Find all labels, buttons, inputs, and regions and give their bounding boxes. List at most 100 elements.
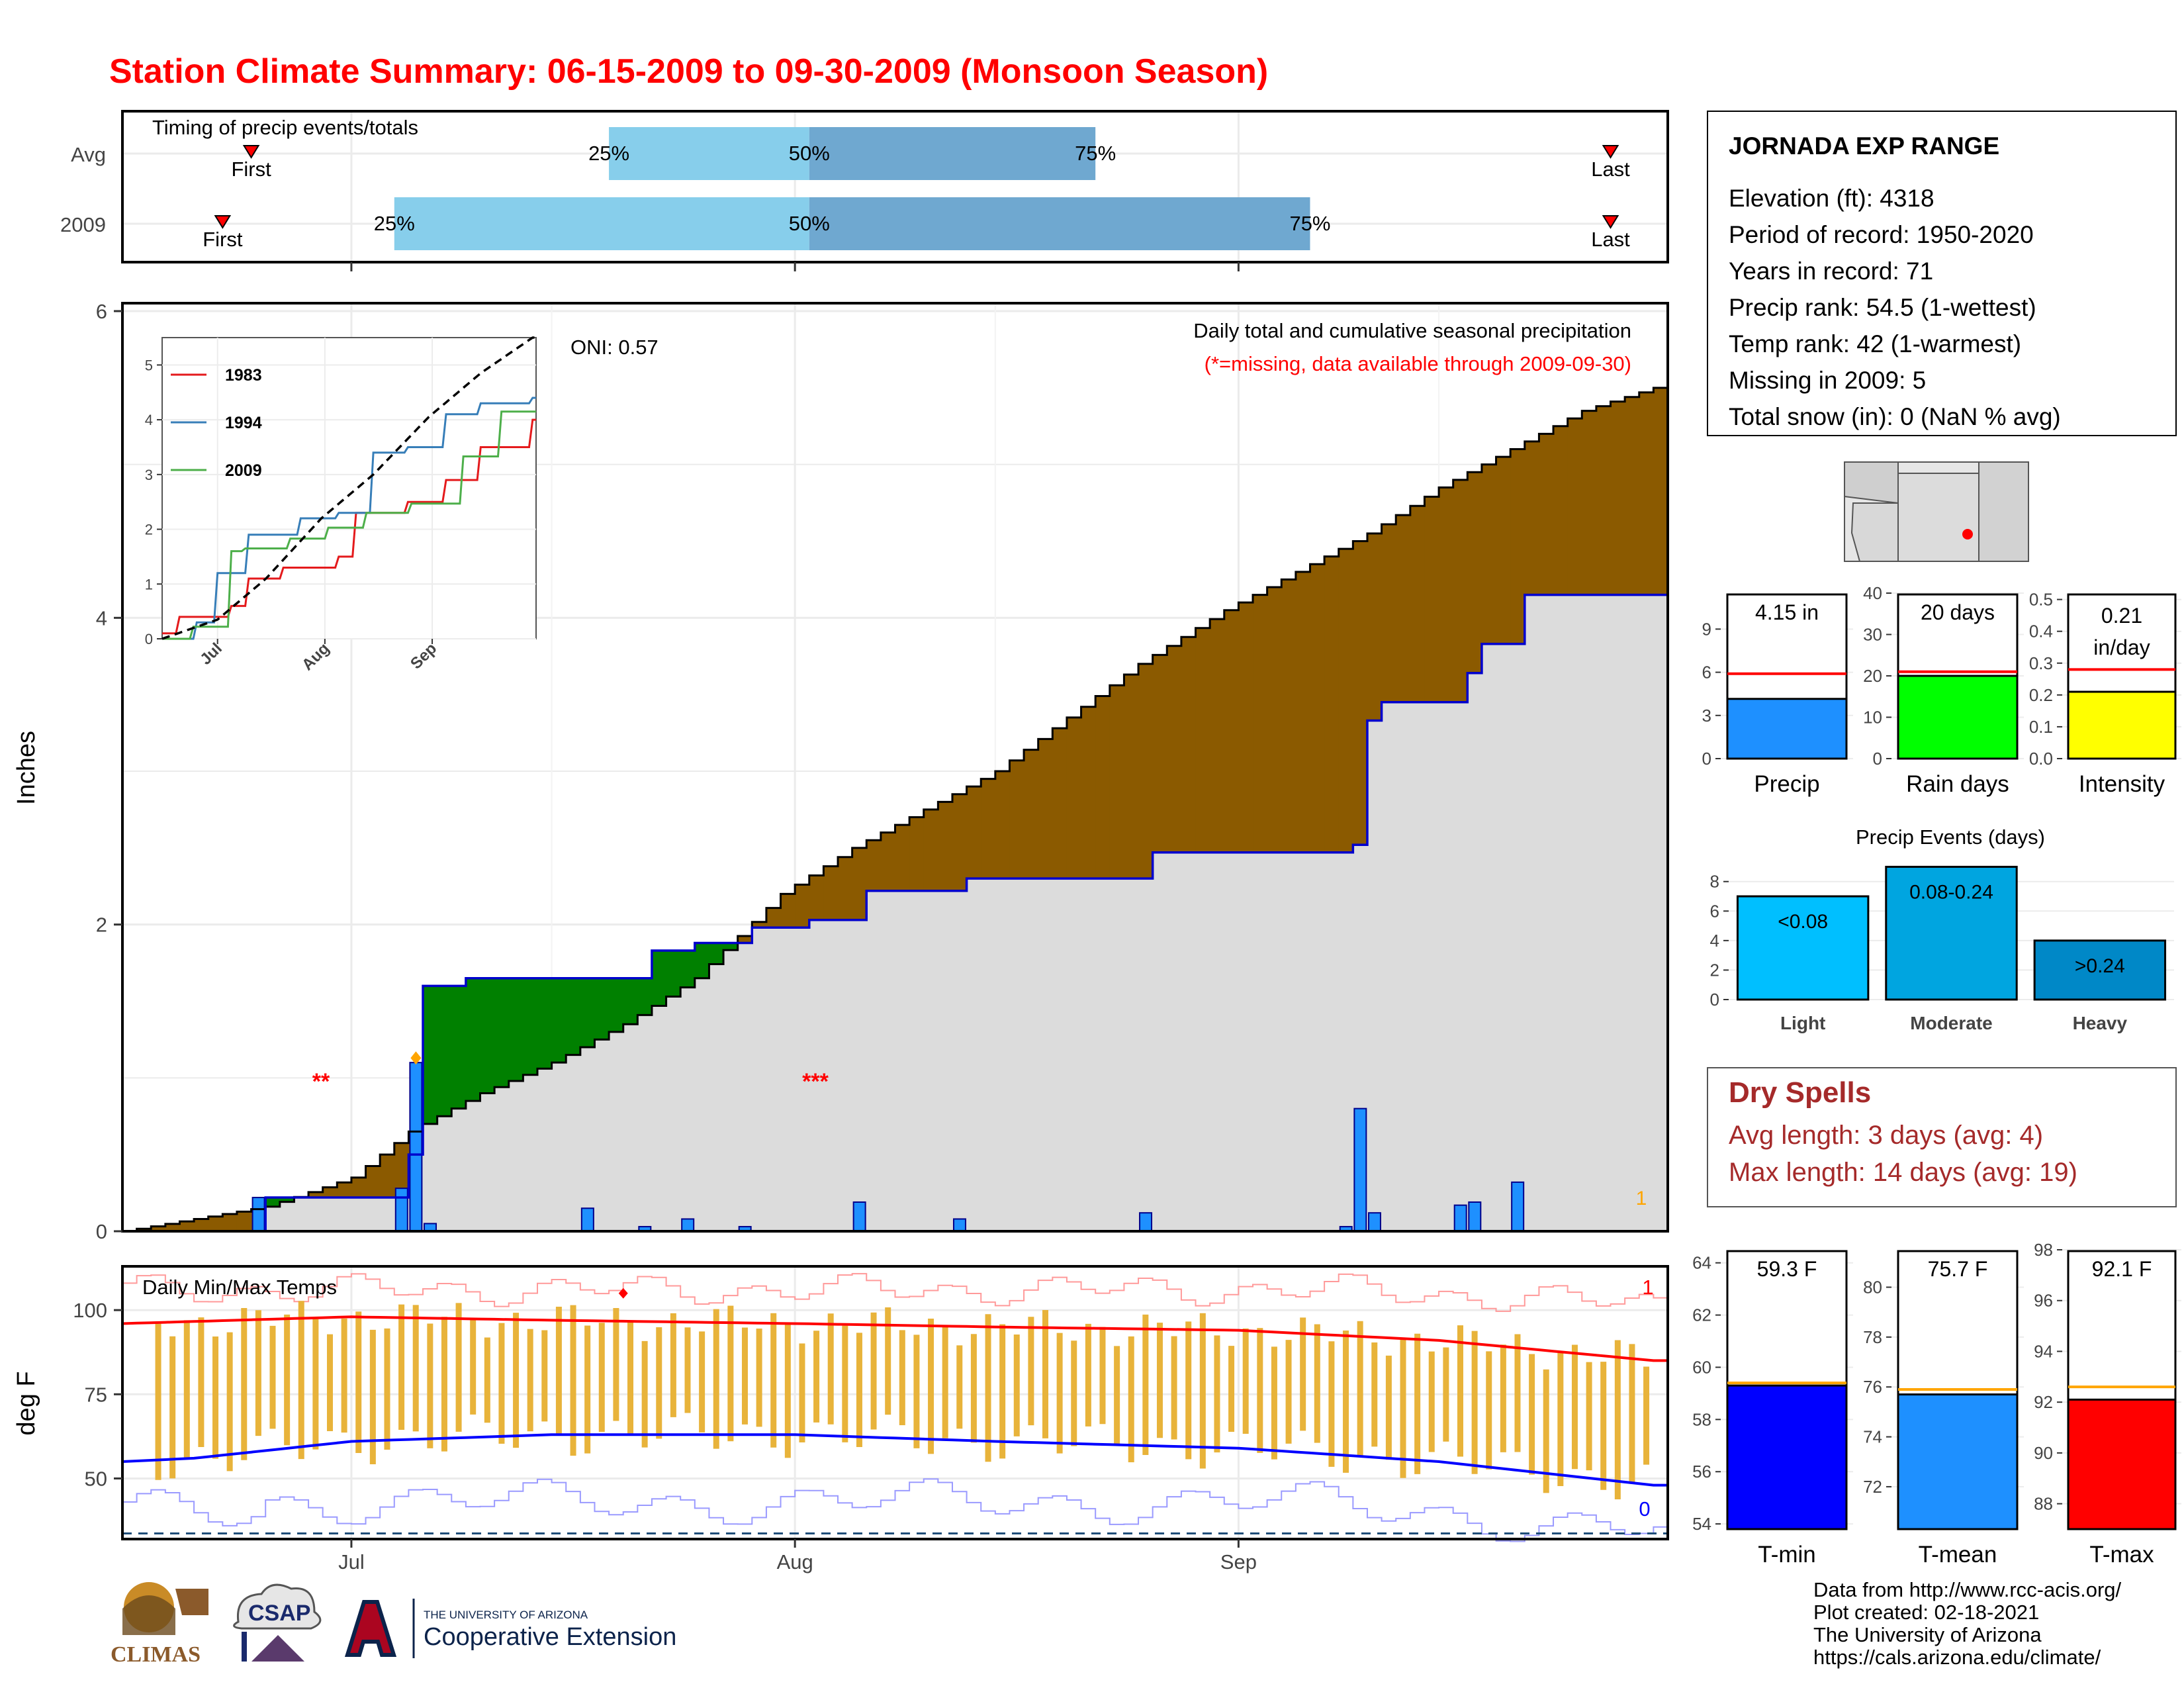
mini-y-tick-label: 78 — [1863, 1327, 1882, 1347]
temp-y-tick-label: 50 — [85, 1467, 107, 1490]
below-average-fill — [1567, 418, 1582, 595]
mini-y-tick-label: 94 — [2034, 1341, 2053, 1361]
mini-y-tick-label: 40 — [1863, 583, 1882, 603]
above-average-fill — [465, 978, 481, 1102]
below-average-fill — [1367, 533, 1383, 721]
below-average-fill — [1124, 675, 1139, 879]
dry-spells-max: Max length: 14 days (avg: 19) — [1729, 1158, 2077, 1187]
below-average-fill — [1553, 426, 1569, 595]
below-average-fill — [823, 866, 839, 920]
below-average-fill — [1238, 602, 1253, 853]
temp-avg_max-line — [122, 1315, 1668, 1362]
timing-marker-first — [214, 215, 232, 229]
below-average-fill — [236, 1211, 252, 1231]
mini-chart-t-min: 54 56 58 60 62 64 59.3 F T-min — [1692, 1250, 1853, 1568]
map-state-east — [1978, 461, 2029, 562]
precip-y-tick-label: 0 — [96, 1220, 107, 1243]
inset-y-tick-label: 3 — [145, 467, 153, 483]
below-average-fill — [1439, 487, 1454, 702]
below-average-fill — [1481, 464, 1497, 644]
inset-frame — [161, 337, 537, 639]
footer-line-org: The University of Arizona — [1813, 1623, 2042, 1646]
csap-text: CSAP — [248, 1601, 310, 1626]
below-average-fill — [365, 1166, 381, 1198]
timing-pct-label: 50% — [789, 212, 830, 235]
below-average-fill — [1210, 619, 1225, 853]
above-average-fill — [480, 978, 495, 1094]
below-average-fill — [1596, 406, 1612, 595]
events-category-label: Light — [1780, 1013, 1825, 1033]
temp-summary-bars: 54 56 58 60 62 64 59.3 F T-min 72 74 76 78 80 75.7 F T… — [1692, 1240, 2181, 1568]
events-title: Precip Events (days) — [1856, 825, 2045, 849]
timing-pct-label: 50% — [789, 142, 830, 165]
daily-precip-bar — [1367, 1212, 1381, 1232]
events-y-tick-label: 4 — [1710, 931, 1719, 951]
daily-precip-bar — [1353, 1107, 1367, 1232]
above-average-fill — [651, 951, 667, 1006]
events-bar-label: <0.08 — [1778, 911, 1828, 933]
inset-y-tick-label: 5 — [145, 357, 153, 373]
mini-y-tick-label: 90 — [2034, 1443, 2053, 1463]
mini-y-tick-label: 0.0 — [2029, 749, 2053, 769]
precip-events-chart: Precip Events (days) 0 2 4 6 8 <0.08 Light 0.08… — [1710, 825, 2174, 1033]
mini-y-tick-label: 80 — [1863, 1278, 1882, 1297]
below-average-fill — [1639, 392, 1654, 595]
mini-y-tick-label: 60 — [1692, 1357, 1711, 1377]
footer-line-source: Data from http://www.rcc-acis.org/ — [1813, 1578, 2122, 1601]
timing-marker-first — [242, 145, 260, 159]
station-info-line: Period of record: 1950-2020 — [1729, 221, 2034, 248]
daily-precip-bar — [681, 1218, 695, 1233]
above-average-fill — [265, 1197, 281, 1207]
mini-bar-label: Intensity — [2079, 771, 2165, 797]
below-average-fill — [1024, 749, 1039, 879]
station-info-line: Precip rank: 54.5 (1-wettest) — [1729, 294, 2036, 321]
timing-row-2009: 2009 — [60, 213, 106, 236]
timing-bar-lower-avg — [609, 127, 809, 180]
mini-bar-value-label: 4.15 in — [1755, 600, 1819, 624]
events-y-tick-label: 0 — [1710, 990, 1719, 1009]
above-average-fill — [694, 943, 710, 978]
events-bar-label: 0.08-0.24 — [1909, 881, 1993, 903]
temp-content — [122, 1273, 1668, 1542]
station-info-line: Elevation (ft): 4318 — [1729, 185, 1934, 212]
mini-y-tick-label: 64 — [1692, 1253, 1711, 1273]
temp-label: Daily Min/Max Temps — [142, 1276, 337, 1299]
mini-y-tick-label: 20 — [1863, 666, 1882, 686]
daily-precip-bar — [251, 1197, 265, 1232]
precip-areas — [122, 387, 1668, 1231]
temp-y-label: deg F — [13, 1371, 40, 1435]
below-average-fill — [394, 1143, 410, 1198]
below-average-fill — [1295, 571, 1311, 853]
below-average-fill — [380, 1154, 395, 1198]
mini-y-tick-label: 0 — [1873, 749, 1882, 769]
precip-panel: 0 2 4 6 Inches ONI: 0.57 Daily total and cu… — [13, 300, 1669, 1243]
events-bars: 0 2 4 6 8 <0.08 Light 0.08-0.24 Moderate >0.24 Hea… — [1710, 864, 2174, 1033]
timing-pct-label: 25% — [588, 142, 629, 165]
above-average-fill — [437, 986, 452, 1117]
daily-precip-bar — [1453, 1204, 1467, 1233]
inset-y-tick-label: 2 — [145, 522, 153, 538]
timing-marker-label: Last — [1591, 228, 1630, 251]
mini-y-tick-label: 54 — [1692, 1514, 1711, 1534]
precip-y-label: Inches — [13, 731, 40, 805]
below-average-fill — [981, 778, 996, 879]
below-average-fill — [1467, 472, 1482, 673]
mini-y-tick-label: 58 — [1692, 1409, 1711, 1429]
daily-precip-bar — [852, 1201, 866, 1232]
climas-mesa — [122, 1595, 175, 1635]
month-x-tick-label: Sep — [1220, 1550, 1257, 1573]
timing-marker-last — [1602, 215, 1619, 229]
below-average-fill — [838, 857, 853, 920]
mini-bar-value — [2067, 1398, 2177, 1530]
above-average-fill — [523, 978, 538, 1075]
below-average-fill — [1582, 410, 1597, 595]
temp-avg_min-line — [122, 1433, 1668, 1487]
precip-frame — [121, 302, 1669, 1233]
above-average-fill — [680, 951, 696, 988]
below-average-fill — [923, 809, 938, 891]
events-category-label: Moderate — [1910, 1013, 1992, 1033]
mini-bar-label: Precip — [1754, 771, 1819, 797]
mini-y-tick-label: 0.2 — [2029, 685, 2053, 705]
above-average-fill — [423, 986, 438, 1124]
